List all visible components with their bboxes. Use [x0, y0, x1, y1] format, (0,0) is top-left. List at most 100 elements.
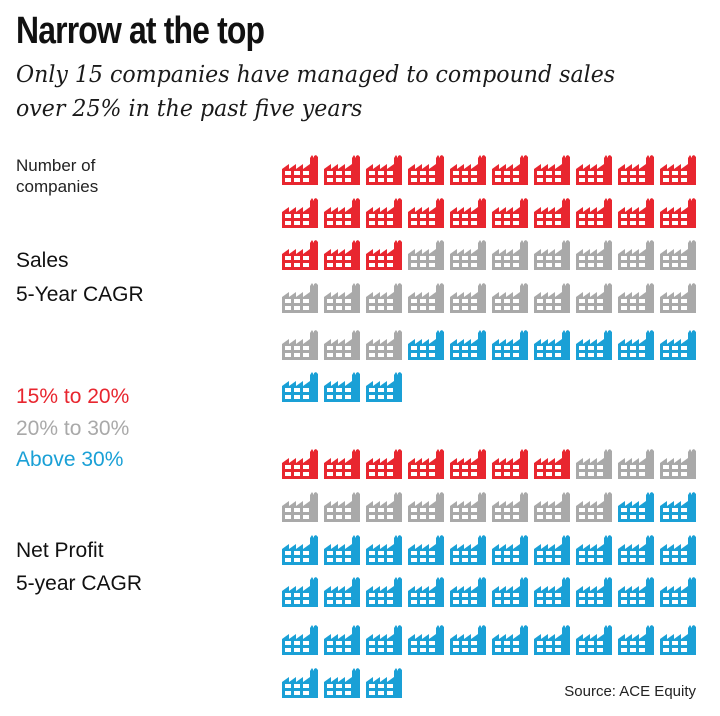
net-profit-factory-icon-53	[366, 668, 402, 698]
net-profit-factory-icon-44	[408, 625, 444, 655]
source-note: Source: ACE Equity	[564, 683, 696, 700]
net-profit-factory-icon-41	[282, 625, 318, 655]
sales-factory-icon-11	[282, 198, 318, 228]
sales-factory-icon-45	[450, 330, 486, 360]
sales-factory-icon-12	[324, 198, 360, 228]
net-profit-factory-icon-45	[450, 625, 486, 655]
sales-factory-icon-14	[408, 198, 444, 228]
sales-factory-icon-39	[618, 283, 654, 313]
sales-factory-icon-7	[534, 155, 570, 185]
sales-factory-icon-50	[660, 330, 696, 360]
chart-subtitle-line-2: over 25% in the past five years	[16, 96, 363, 122]
sales-factory-icon-10	[660, 155, 696, 185]
sales-factory-icon-52	[324, 372, 360, 402]
sales-factory-icon-40	[660, 283, 696, 313]
net-profit-factory-icon-36	[492, 577, 528, 607]
sales-factory-icon-37	[534, 283, 570, 313]
net-profit-factory-icon-42	[324, 625, 360, 655]
net-profit-factory-icon-37	[534, 577, 570, 607]
sales-factory-icon-38	[576, 283, 612, 313]
sales-factory-icon-28	[576, 240, 612, 270]
net-profit-factory-icon-29	[618, 535, 654, 565]
sales-factory-icon-6	[492, 155, 528, 185]
sales-factory-icon-32	[324, 283, 360, 313]
chart-subtitle-line-1: Only 15 companies have managed to compou…	[16, 62, 616, 88]
legend-item-15-20: 15% to 20%	[16, 385, 130, 408]
net-profit-factory-icon-47	[534, 625, 570, 655]
sales-factory-icon-5	[450, 155, 486, 185]
unit-label-line-1: Number of	[16, 156, 96, 175]
net-profit-factory-icon-39	[618, 577, 654, 607]
net-profit-factory-icon-2	[324, 449, 360, 479]
net-profit-factory-icon-35	[450, 577, 486, 607]
sales-factory-icon-21	[282, 240, 318, 270]
net-profit-group-label-line-2: 5-year CAGR	[16, 572, 143, 595]
net-profit-factory-icon-15	[450, 492, 486, 522]
net-profit-factory-icon-17	[534, 492, 570, 522]
sales-factory-icon-25	[450, 240, 486, 270]
sales-factory-icon-36	[492, 283, 528, 313]
net-profit-factory-icon-23	[366, 535, 402, 565]
legend-item-above-30: Above 30%	[16, 448, 124, 471]
sales-factory-icon-16	[492, 198, 528, 228]
sales-factory-icon-13	[366, 198, 402, 228]
net-profit-factory-icon-3	[366, 449, 402, 479]
net-profit-factory-icon-16	[492, 492, 528, 522]
sales-factory-icon-8	[576, 155, 612, 185]
net-profit-factory-icon-30	[660, 535, 696, 565]
sales-factory-icon-1	[282, 155, 318, 185]
net-profit-factory-icon-9	[618, 449, 654, 479]
net-profit-factory-icon-21	[282, 535, 318, 565]
sales-group-label-line-1: Sales	[16, 249, 69, 272]
net-profit-factory-icon-43	[366, 625, 402, 655]
sales-factory-icon-27	[534, 240, 570, 270]
sales-factory-icon-33	[366, 283, 402, 313]
sales-factory-icon-34	[408, 283, 444, 313]
sales-factory-icon-47	[534, 330, 570, 360]
sales-factory-icon-30	[660, 240, 696, 270]
net-profit-factory-icon-18	[576, 492, 612, 522]
sales-factory-icon-24	[408, 240, 444, 270]
sales-factory-icon-26	[492, 240, 528, 270]
sales-factory-icon-48	[576, 330, 612, 360]
net-profit-factory-icon-10	[660, 449, 696, 479]
net-profit-factory-icon-50	[660, 625, 696, 655]
net-profit-group-label-line-1: Net Profit	[16, 539, 104, 562]
sales-factory-icon-17	[534, 198, 570, 228]
net-profit-factory-icon-6	[492, 449, 528, 479]
sales-factory-icon-53	[366, 372, 402, 402]
sales-factory-icon-20	[660, 198, 696, 228]
net-profit-factory-icon-27	[534, 535, 570, 565]
net-profit-factory-icon-8	[576, 449, 612, 479]
net-profit-factory-icon-20	[660, 492, 696, 522]
net-profit-factory-icon-52	[324, 668, 360, 698]
net-profit-factory-icon-11	[282, 492, 318, 522]
net-profit-factory-icon-48	[576, 625, 612, 655]
sales-factory-icon-29	[618, 240, 654, 270]
net-profit-factory-icon-12	[324, 492, 360, 522]
net-profit-factory-icon-4	[408, 449, 444, 479]
sales-factory-icon-9	[618, 155, 654, 185]
net-profit-factory-icon-19	[618, 492, 654, 522]
net-profit-factory-icon-33	[366, 577, 402, 607]
net-profit-factory-icon-26	[492, 535, 528, 565]
sales-factory-icon-41	[282, 330, 318, 360]
sales-factory-icon-49	[618, 330, 654, 360]
net-profit-factory-icon-22	[324, 535, 360, 565]
sales-group-label-line-2: 5-Year CAGR	[16, 283, 144, 306]
sales-factory-icon-19	[618, 198, 654, 228]
sales-factory-icon-35	[450, 283, 486, 313]
net-profit-factory-icon-49	[618, 625, 654, 655]
net-profit-factory-icon-25	[450, 535, 486, 565]
net-profit-factory-icon-14	[408, 492, 444, 522]
sales-factory-icon-31	[282, 283, 318, 313]
sales-factory-icon-23	[366, 240, 402, 270]
net-profit-factory-icon-40	[660, 577, 696, 607]
sales-factory-icon-46	[492, 330, 528, 360]
net-profit-factory-icon-38	[576, 577, 612, 607]
net-profit-factory-icon-7	[534, 449, 570, 479]
sales-factory-icon-22	[324, 240, 360, 270]
legend-item-20-30: 20% to 30%	[16, 417, 130, 440]
